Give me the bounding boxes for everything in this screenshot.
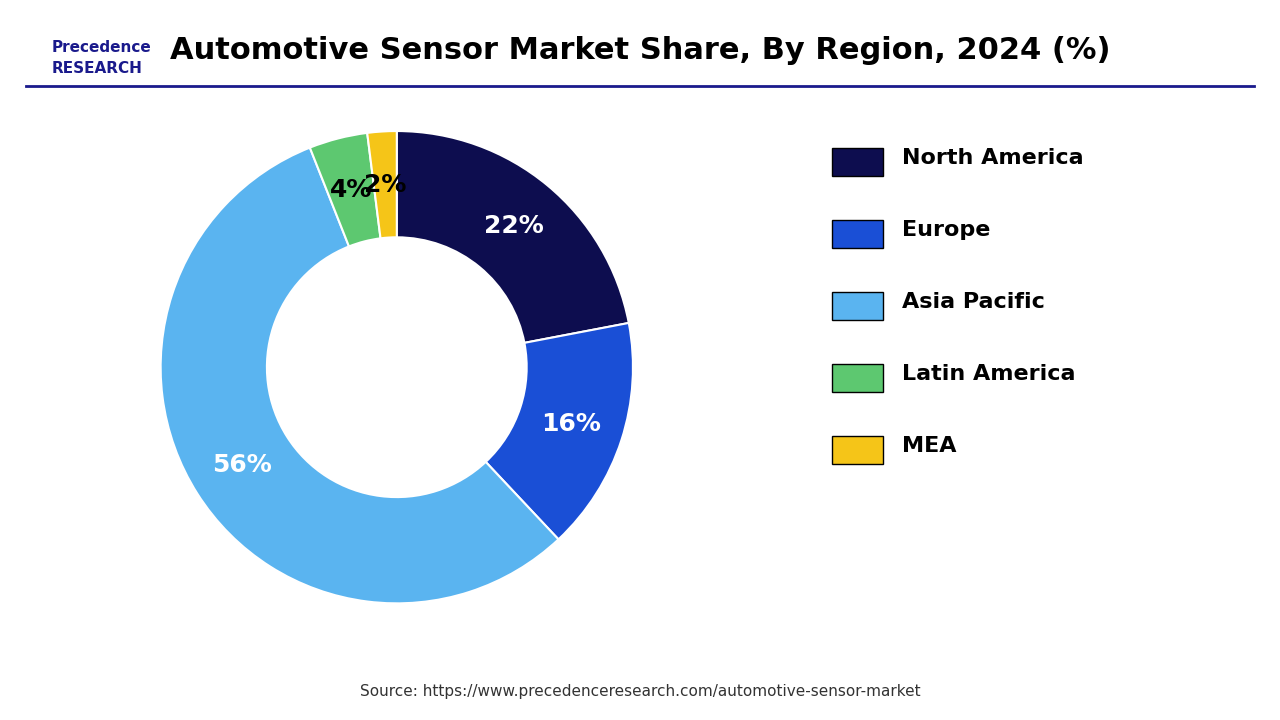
Text: Source: https://www.precedenceresearch.com/automotive-sensor-market: Source: https://www.precedenceresearch.c…: [360, 684, 920, 698]
Wedge shape: [310, 133, 380, 246]
Text: North America: North America: [902, 148, 1084, 168]
Text: MEA: MEA: [902, 436, 957, 456]
Text: Europe: Europe: [902, 220, 991, 240]
Text: Asia Pacific: Asia Pacific: [902, 292, 1046, 312]
Text: Automotive Sensor Market Share, By Region, 2024 (%): Automotive Sensor Market Share, By Regio…: [170, 36, 1110, 65]
Wedge shape: [397, 131, 628, 343]
Text: 56%: 56%: [212, 454, 273, 477]
Text: 16%: 16%: [541, 412, 600, 436]
Text: 4%: 4%: [330, 178, 372, 202]
Text: Precedence
RESEARCH: Precedence RESEARCH: [51, 40, 151, 76]
Wedge shape: [161, 148, 558, 603]
Text: Latin America: Latin America: [902, 364, 1076, 384]
Wedge shape: [367, 131, 397, 238]
Text: 2%: 2%: [364, 173, 407, 197]
Wedge shape: [485, 323, 632, 539]
Text: 22%: 22%: [484, 214, 543, 238]
